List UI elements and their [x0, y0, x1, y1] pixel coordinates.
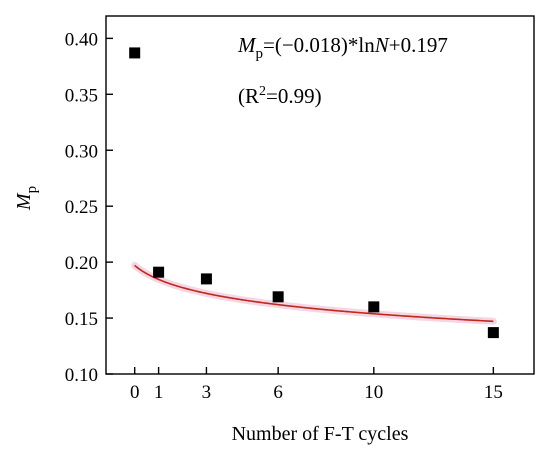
fit-curve — [134, 264, 494, 323]
r2-pre: (R — [238, 84, 259, 108]
y-axis-title-sub: p — [24, 186, 40, 194]
r-squared: (R2=0.99) — [238, 84, 322, 108]
data-point — [368, 301, 380, 313]
r2-post: =0.99) — [266, 84, 322, 108]
y-axis-title-main: M — [13, 192, 35, 211]
y-tick-label: 0.15 — [65, 309, 98, 330]
y-tick-label: 0.10 — [65, 365, 98, 386]
r2-sup: 2 — [259, 84, 266, 99]
y-tick-label: 0.35 — [65, 85, 98, 106]
plot-frame — [105, 15, 535, 375]
data-point — [153, 266, 165, 278]
data-points — [129, 47, 499, 339]
data-point — [487, 327, 499, 339]
equation-mid: =(−0.018)*ln — [263, 33, 375, 57]
x-axis: 0 1 3 6 10 15 — [130, 367, 503, 403]
x-axis-title: Number of F-T cycles — [232, 423, 409, 445]
equation-lhs: M — [237, 33, 257, 57]
y-tick-label: 0.25 — [65, 197, 98, 218]
data-point — [129, 47, 141, 59]
x-tick-label: 10 — [364, 382, 383, 403]
y-tick-label: 0.20 — [65, 253, 98, 274]
x-tick-label: 1 — [154, 382, 164, 403]
x-tick-label: 0 — [130, 382, 140, 403]
equation-lhs-sub: p — [256, 46, 264, 62]
y-tick-label: 0.30 — [65, 141, 98, 162]
fit-confidence-band — [131, 261, 497, 325]
x-tick-label: 15 — [484, 382, 503, 403]
fit-curve-group — [131, 261, 497, 325]
data-point — [200, 273, 212, 285]
x-tick-label: 6 — [273, 382, 283, 403]
x-tick-label: 3 — [202, 382, 212, 403]
y-axis: 0.10 0.15 0.20 0.25 0.30 0.35 0.40 — [65, 29, 113, 386]
data-point — [272, 291, 284, 303]
equation-var: N — [374, 33, 390, 57]
equation-tail: +0.197 — [389, 33, 448, 57]
y-tick-label: 0.40 — [65, 29, 98, 50]
y-axis-title: Mp — [13, 186, 40, 211]
fit-equation: Mp=(−0.018)*lnN+0.197 — [237, 33, 448, 62]
